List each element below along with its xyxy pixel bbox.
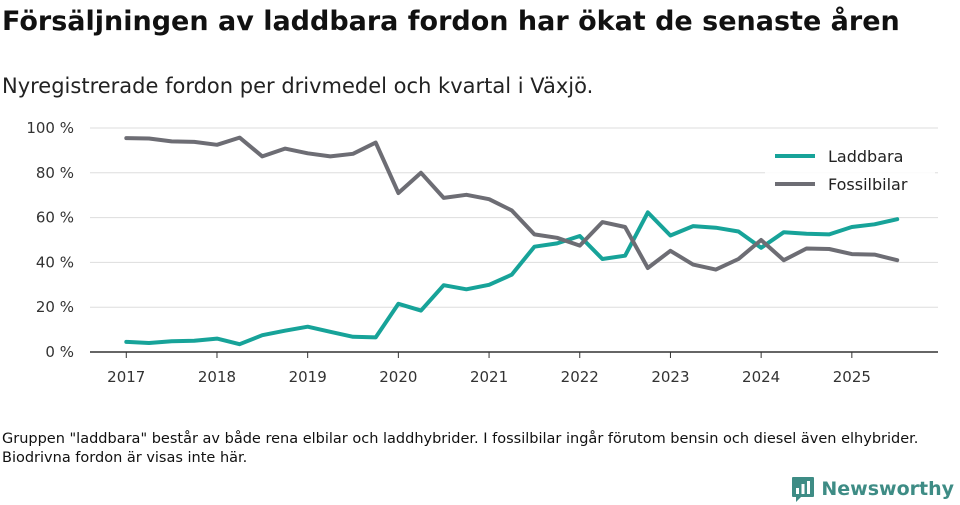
- y-tick-label: 0 %: [45, 343, 74, 361]
- legend-label: Fossilbilar: [828, 175, 908, 194]
- chart-footnote: Gruppen "laddbara" består av både rena e…: [2, 431, 919, 466]
- line-chart: 0 % 20 % 40 % 60 % 80 % 100 % 2017 2018 2019 2020…: [26, 119, 938, 386]
- x-tick-label: 2019: [289, 368, 327, 386]
- x-tick-label: 2020: [379, 368, 417, 386]
- axes: 0 % 20 % 40 % 60 % 80 % 100 % 2017 2018 2019 2020…: [26, 119, 938, 386]
- chart-subtitle: Nyregistrerade fordon per drivmedel och …: [2, 74, 594, 98]
- x-tick-label: 2022: [561, 368, 599, 386]
- y-tick-label: 100 %: [26, 119, 74, 137]
- legend: Laddbara Fossilbilar: [765, 140, 935, 202]
- y-tick-label: 80 %: [36, 164, 74, 182]
- y-tick-label: 60 %: [36, 209, 74, 227]
- x-tick-label: 2021: [470, 368, 508, 386]
- y-tick-label: 20 %: [36, 298, 74, 316]
- series-line-laddbara: [124, 210, 900, 347]
- x-tick-label: 2025: [833, 368, 871, 386]
- chart-title: Försäljningen av laddbara fordon har öka…: [2, 6, 900, 37]
- newsworthy-logo-icon: [792, 476, 815, 502]
- y-tick-label: 40 %: [36, 253, 74, 271]
- x-tick-label: 2024: [742, 368, 780, 386]
- series-line-fossilbilar: [124, 135, 900, 272]
- x-tick-label: 2017: [107, 368, 145, 386]
- legend-label: Laddbara: [828, 147, 903, 166]
- brand-logo: Newsworthy: [791, 474, 954, 504]
- legend-background: [765, 140, 935, 202]
- series-lines: [124, 135, 900, 347]
- x-tick-label: 2023: [651, 368, 689, 386]
- x-tick-label: 2018: [198, 368, 236, 386]
- brand-name: Newsworthy: [821, 478, 954, 500]
